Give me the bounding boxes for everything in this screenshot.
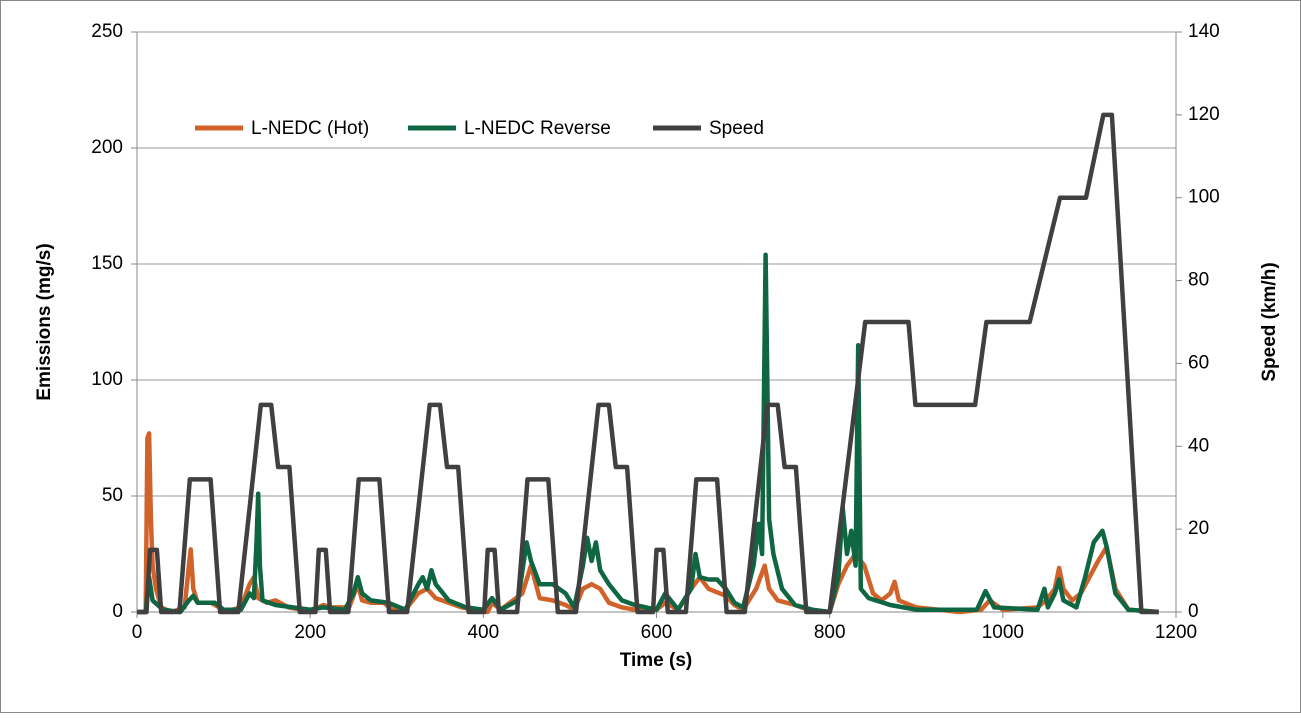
x-tick-label: 800 — [814, 622, 846, 643]
legend-label: L-NEDC Reverse — [464, 118, 611, 139]
x-tick-label: 400 — [467, 622, 499, 643]
y2-tick-label: 80 — [1188, 270, 1209, 291]
series-line — [137, 112, 1159, 615]
y2-tick-label: 120 — [1188, 104, 1220, 125]
y2-axis-title: Speed (km/h) — [1259, 262, 1280, 381]
y2-tick-label: 140 — [1188, 21, 1220, 42]
y2-tick-label: 0 — [1188, 601, 1199, 622]
x-axis-title: Time (s) — [620, 650, 693, 671]
y2-tick-label: 100 — [1188, 187, 1220, 208]
legend-label: L-NEDC (Hot) — [251, 118, 369, 139]
x-tick-label: 200 — [294, 622, 326, 643]
y-tick-label: 200 — [91, 137, 123, 158]
y-tick-label: 50 — [102, 485, 123, 506]
legend-label: Speed — [709, 118, 764, 139]
y-tick-label: 250 — [91, 21, 123, 42]
series-line — [137, 252, 1159, 615]
x-tick-label: 0 — [132, 622, 143, 643]
x-tick-label: 1000 — [982, 622, 1024, 643]
y-tick-label: 150 — [91, 253, 123, 274]
y-tick-label: 100 — [91, 369, 123, 390]
y-axis-title: Emissions (mg/s) — [34, 243, 55, 400]
x-tick-label: 600 — [641, 622, 673, 643]
y-tick-label: 0 — [112, 601, 123, 622]
y2-tick-label: 60 — [1188, 352, 1209, 373]
y2-tick-label: 20 — [1188, 518, 1209, 539]
x-tick-label: 1200 — [1155, 622, 1197, 643]
y2-tick-label: 40 — [1188, 435, 1209, 456]
